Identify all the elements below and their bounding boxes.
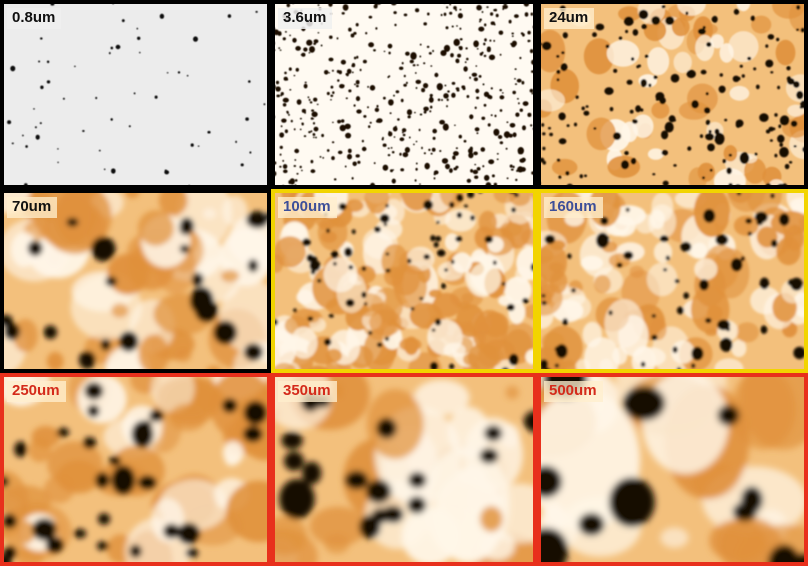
panel-texture [271, 189, 537, 373]
panel-70um-image [0, 189, 271, 373]
panel-label-500um: 500um [544, 381, 603, 402]
panel-frame [0, 189, 271, 373]
panel-0-8um: 0.8um [0, 0, 271, 189]
panel-texture [0, 2, 271, 189]
panel-frame [0, 373, 271, 566]
panel-frame [537, 373, 808, 566]
panel-24um: 24um [537, 0, 808, 189]
panel-24um-image [537, 0, 808, 189]
panel-texture [537, 373, 808, 566]
panel-frame [537, 0, 808, 189]
panel-label-250um: 250um [7, 381, 66, 402]
panel-250um: 250um [0, 373, 271, 566]
panel-frame [537, 189, 808, 373]
panel-label-70um: 70um [7, 197, 58, 218]
panel-label-0-8um: 0.8um [7, 8, 62, 29]
panel-3-6um: 3.6um [271, 0, 537, 189]
panel-texture [0, 189, 271, 373]
panel-3-6um-image [271, 0, 537, 189]
panel-500um-image [537, 373, 808, 566]
panel-frame [0, 0, 271, 189]
panel-160um: 160um [537, 189, 808, 373]
panel-background [271, 0, 537, 189]
panel-frame [271, 189, 537, 373]
panel-0-8um-image [0, 0, 271, 189]
panel-label-24um: 24um [544, 8, 595, 29]
panel-background [0, 0, 271, 189]
panel-100um-image [271, 189, 537, 373]
panel-100um: 100um [271, 189, 537, 373]
panel-70um: 70um [0, 189, 271, 373]
panel-label-100um: 100um [278, 197, 337, 218]
panel-frame [271, 0, 537, 189]
panel-250um-image [0, 373, 271, 566]
panel-label-350um: 350um [278, 381, 337, 402]
panel-350um: 350um [271, 373, 537, 566]
panel-160um-image [537, 189, 808, 373]
panel-frame [271, 373, 537, 566]
panel-label-3-6um: 3.6um [278, 8, 333, 29]
panel-500um: 500um [537, 373, 808, 566]
panel-label-160um: 160um [544, 197, 603, 218]
